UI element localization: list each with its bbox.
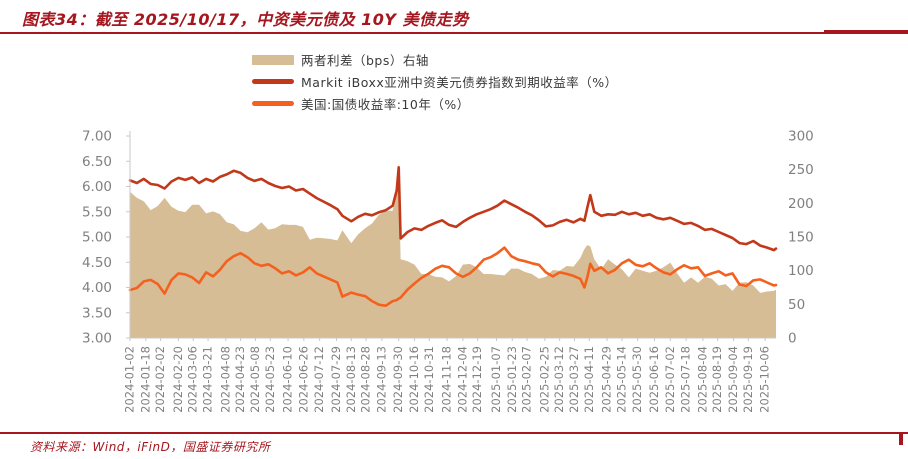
x-axis-label: 2024-11-18 <box>440 346 454 413</box>
x-axis-label: 2024-10-31 <box>422 346 436 413</box>
legend-swatch-spread <box>252 54 294 65</box>
y-axis-left-label: 5.50 <box>82 204 112 220</box>
x-axis-label: 2024-01-02 <box>123 346 137 413</box>
x-axis-label: 2025-07-02 <box>663 346 677 413</box>
x-axis-label: 2025-08-19 <box>710 346 724 413</box>
y-axis-left-label: 6.50 <box>82 154 112 170</box>
title-divider-accent <box>824 30 908 34</box>
y-axis-left-label: 5.00 <box>82 230 112 246</box>
y-axis-right-label: 300 <box>788 129 814 145</box>
x-axis-label: 2025-07-18 <box>679 346 693 413</box>
x-axis-label: 2024-04-23 <box>233 346 247 413</box>
x-axis-label: 2024-03-06 <box>186 346 200 413</box>
x-axis-label: 2024-06-10 <box>281 346 295 413</box>
x-axis-label: 2024-08-28 <box>359 346 373 413</box>
x-axis-label: 2025-01-07 <box>489 346 503 413</box>
x-axis-label: 2025-03-12 <box>552 346 566 413</box>
x-axis-label: 2024-01-18 <box>138 346 152 413</box>
iboxx-yield-line <box>128 166 778 252</box>
x-axis-label: 2024-12-04 <box>455 346 469 413</box>
x-axis-label: 2025-04-29 <box>600 346 614 413</box>
footer-accent-mark <box>899 434 903 445</box>
y-axis-right-label: 0 <box>788 331 797 347</box>
x-axis-label: 2024-10-16 <box>407 346 421 413</box>
y-axis-left-label: 3.50 <box>82 305 112 321</box>
y-axis-left-label: 4.50 <box>82 255 112 271</box>
x-axis-label: 2024-05-23 <box>263 346 277 413</box>
spread-area <box>130 162 776 338</box>
x-axis-label: 2024-04-08 <box>218 346 232 413</box>
x-axis-label: 2024-07-29 <box>329 346 343 413</box>
y-axis-left-label: 3.00 <box>82 331 112 347</box>
x-axis-label: 2024-02-20 <box>171 346 185 413</box>
x-axis-label: 2024-07-12 <box>312 346 326 413</box>
legend-label-ust10y: 美国:国债收益率:10年（%） <box>301 97 470 112</box>
y-axis-right-label: 100 <box>788 263 814 279</box>
legend-label-spread: 两者利差（bps）右轴 <box>301 53 429 68</box>
x-axis-label: 2024-06-26 <box>296 346 310 413</box>
x-axis-label: 2024-05-08 <box>248 346 262 413</box>
data-source-note: 资料来源：Wind，iFinD，国盛证券研究所 <box>30 440 271 454</box>
x-axis-label: 2025-05-30 <box>630 346 644 413</box>
legend-swatch-iboxx-yield <box>252 79 294 84</box>
x-axis-label: 2025-06-16 <box>647 346 661 413</box>
figure-title: 图表34：截至 2025/10/17，中资美元债及 10Y 美债走势 <box>22 10 469 29</box>
x-axis-label: 2025-04-11 <box>582 346 596 413</box>
x-axis-label: 2024-12-19 <box>470 346 484 413</box>
legend-item-spread: 两者利差（bps）右轴 <box>252 52 618 68</box>
ust10y-line <box>128 246 778 308</box>
chart-legend: 两者利差（bps）右轴 Markit iBoxx亚洲中资美元债券指数到期收益率（%… <box>252 52 618 112</box>
y-axis-right-label: 200 <box>788 196 814 212</box>
y-axis-left-label: 6.00 <box>82 179 112 195</box>
x-axis-label: 2025-08-04 <box>695 346 709 413</box>
title-divider <box>0 32 908 34</box>
x-axis-label: 2025-10-06 <box>758 346 772 413</box>
legend-swatch-ust10y <box>252 101 294 106</box>
x-axis-label: 2024-09-13 <box>374 346 388 413</box>
x-axis-label: 2025-03-27 <box>567 346 581 413</box>
x-axis-label: 2025-02-25 <box>537 346 551 413</box>
y-axis-left-label: 4.00 <box>82 280 112 296</box>
y-axis-right-label: 50 <box>788 297 805 313</box>
x-axis-label: 2024-09-30 <box>391 346 405 413</box>
x-axis-label: 2025-05-14 <box>614 346 628 413</box>
x-axis-label: 2024-02-02 <box>153 346 167 413</box>
y-axis-left-label: 7.00 <box>82 129 112 145</box>
footer-divider <box>0 432 908 434</box>
x-axis-label: 2025-09-19 <box>741 346 755 413</box>
y-axis-right-label: 250 <box>788 162 814 178</box>
legend-item-iboxx-yield: Markit iBoxx亚洲中资美元债券指数到期收益率（%） <box>252 74 618 90</box>
x-axis-label: 2024-08-13 <box>344 346 358 413</box>
y-axis-right-label: 150 <box>788 230 814 246</box>
legend-label-iboxx-yield: Markit iBoxx亚洲中资美元债券指数到期收益率（%） <box>301 75 618 90</box>
x-axis-label: 2025-01-23 <box>505 346 519 413</box>
x-axis-label: 2025-09-04 <box>726 346 740 413</box>
x-axis-label: 2025-02-07 <box>520 346 534 413</box>
legend-item-ust10y: 美国:国债收益率:10年（%） <box>252 96 618 112</box>
x-axis-label: 2024-03-21 <box>201 346 215 413</box>
